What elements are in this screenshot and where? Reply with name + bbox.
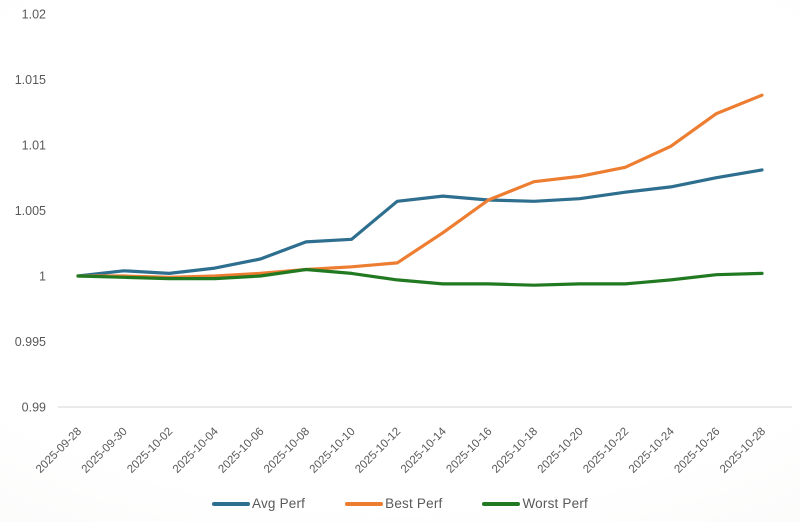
legend-item-best-perf[interactable]: Best Perf [345, 496, 442, 511]
x-tick-label: 2025-10-28 [718, 426, 768, 476]
y-tick-label: 0.99 [22, 401, 46, 415]
x-tick-label: 2025-10-14 [399, 425, 450, 476]
x-tick-label: 2025-10-26 [672, 426, 722, 476]
x-tick-label: 2025-10-16 [444, 426, 494, 476]
y-tick-label: 0.995 [15, 335, 46, 349]
x-tick-label: 2025-10-22 [581, 426, 631, 476]
x-tick-label: 2025-10-04 [171, 425, 222, 476]
x-tick-label: 2025-10-02 [125, 426, 175, 476]
avg-perf-line [76, 168, 764, 278]
x-tick-label: 2025-10-12 [353, 426, 403, 476]
y-tick-label: 1.005 [15, 204, 46, 218]
worst-perf-line-swatch [482, 501, 521, 506]
legend-item-worst-perf[interactable]: Worst Perf [482, 496, 588, 511]
y-tick-label: 1.02 [22, 8, 46, 22]
x-tick-label: 2025-10-06 [216, 426, 266, 476]
y-tick-label: 1 [39, 270, 46, 284]
x-tick-label: 2025-10-20 [536, 426, 586, 476]
worst-perf-line [76, 267, 764, 287]
x-tick-label: 2025-09-28 [34, 426, 84, 476]
x-tick-label: 2025-10-10 [308, 426, 358, 476]
legend-label-best-perf: Best Perf [385, 496, 443, 511]
chart-legend: Avg Perf Best Perf Worst Perf [0, 496, 800, 511]
x-tick-label: 2025-10-08 [262, 426, 312, 476]
y-tick-label: 1.015 [15, 73, 46, 87]
legend-label-worst-perf: Worst Perf [522, 496, 588, 511]
legend-label-avg-perf: Avg Perf [252, 496, 306, 511]
x-tick-label: 2025-09-30 [80, 426, 130, 476]
best-perf-line-swatch [345, 501, 384, 506]
avg-perf-line-swatch [212, 501, 250, 506]
best-perf-line [76, 93, 764, 279]
x-tick-label: 2025-10-24 [627, 425, 678, 476]
legend-item-avg-perf[interactable]: Avg Perf [212, 496, 305, 511]
y-tick-label: 1.01 [22, 139, 46, 153]
line-chart-plot-area: 0.990.99511.0051.011.0151.022025-09-2820… [15, 8, 792, 476]
x-tick-label: 2025-10-18 [490, 426, 540, 476]
